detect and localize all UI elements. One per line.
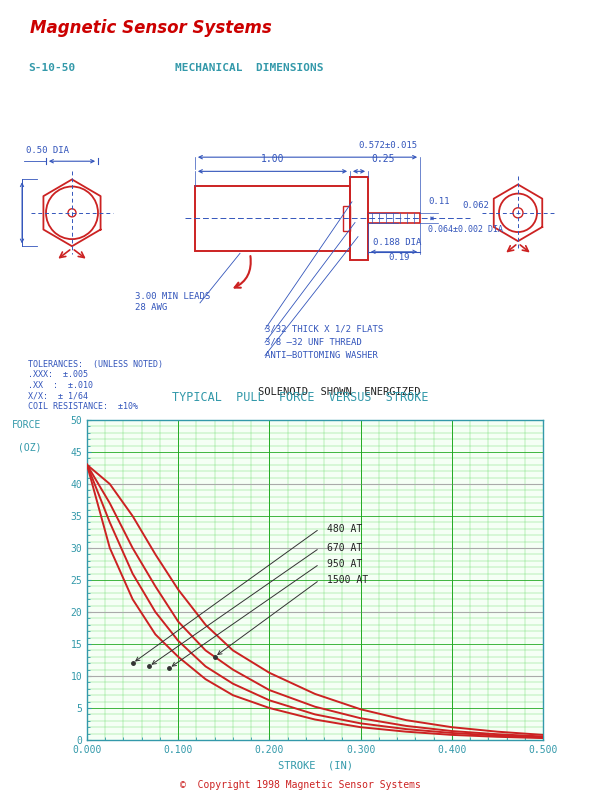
Text: COIL RESISTANCE:  ±10%: COIL RESISTANCE: ±10% <box>28 402 138 411</box>
Text: FORCE: FORCE <box>12 420 41 430</box>
Text: 28 AWG: 28 AWG <box>135 303 167 312</box>
Text: 1.00: 1.00 <box>260 154 284 164</box>
Text: 3/8 –32 UNF THREAD: 3/8 –32 UNF THREAD <box>265 338 362 346</box>
Text: X/X:  ± 1/64: X/X: ± 1/64 <box>28 391 88 401</box>
Text: 0.572±0.015: 0.572±0.015 <box>358 141 417 150</box>
Text: 0.50 DIA: 0.50 DIA <box>26 146 69 155</box>
Text: 0.064±0.002 DIA: 0.064±0.002 DIA <box>428 225 503 234</box>
Text: 0.188 DIA: 0.188 DIA <box>373 238 421 246</box>
Text: 0.19: 0.19 <box>388 253 409 262</box>
Text: ©  Copyright 1998 Magnetic Sensor Systems: © Copyright 1998 Magnetic Sensor Systems <box>179 781 421 790</box>
Text: 1500 AT: 1500 AT <box>327 575 368 585</box>
Text: 480 AT: 480 AT <box>327 524 362 534</box>
Text: (OZ): (OZ) <box>18 442 41 452</box>
Text: 670 AT: 670 AT <box>327 543 362 553</box>
X-axis label: STROKE  (IN): STROKE (IN) <box>277 761 353 770</box>
Text: 3/32 THICK X 1/2 FLATS: 3/32 THICK X 1/2 FLATS <box>265 324 383 333</box>
Bar <box>350 177 368 260</box>
Text: TOLERANCES:  (UNLESS NOTED): TOLERANCES: (UNLESS NOTED) <box>28 360 163 369</box>
Text: .XX  :  ±.010: .XX : ±.010 <box>28 381 93 390</box>
Text: 3.00 MIN LEADS: 3.00 MIN LEADS <box>135 292 210 301</box>
Text: 0.062: 0.062 <box>462 201 489 210</box>
Text: .XXX:  ±.005: .XXX: ±.005 <box>28 370 88 379</box>
Text: MECHANICAL  DIMENSIONS: MECHANICAL DIMENSIONS <box>175 63 323 73</box>
Text: 0.25: 0.25 <box>371 154 395 164</box>
Text: 0.11: 0.11 <box>428 198 449 206</box>
Text: 950 AT: 950 AT <box>327 559 362 569</box>
Bar <box>195 186 350 251</box>
Text: TYPICAL  PULL  FORCE  VERSUS  STROKE: TYPICAL PULL FORCE VERSUS STROKE <box>172 391 428 404</box>
Text: Magnetic Sensor Systems: Magnetic Sensor Systems <box>30 19 272 37</box>
Text: ANTI–BOTTOMING WASHER: ANTI–BOTTOMING WASHER <box>265 350 378 359</box>
Text: SOLENOID  SHOWN  ENERGIZED: SOLENOID SHOWN ENERGIZED <box>258 387 421 397</box>
Bar <box>368 214 420 223</box>
Bar <box>343 206 350 230</box>
Text: S-10-50: S-10-50 <box>28 63 75 73</box>
